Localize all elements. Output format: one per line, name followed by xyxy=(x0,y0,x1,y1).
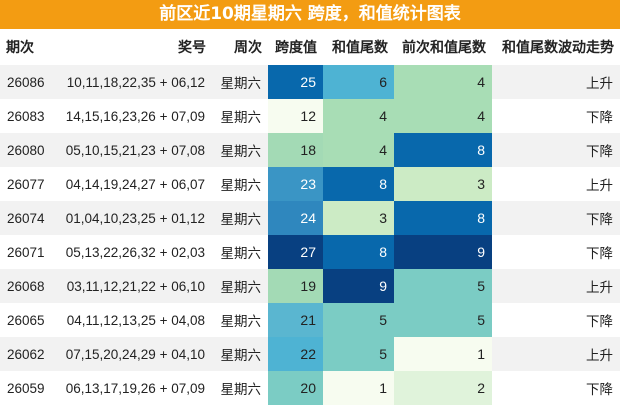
cell-span: 19 xyxy=(268,269,323,303)
cell-prev-sum-tail: 5 xyxy=(394,269,492,303)
cell-trend: 下降 xyxy=(492,235,620,269)
cell-numbers: 04,11,12,13,25 + 04,08 xyxy=(54,303,212,337)
cell-span: 20 xyxy=(268,371,323,405)
cell-sum-tail: 8 xyxy=(323,235,394,269)
cell-trend: 上升 xyxy=(492,269,620,303)
page-title: 前区近10期星期六 跨度，和值统计图表 xyxy=(0,0,620,29)
cell-trend: 上升 xyxy=(492,337,620,371)
cell-trend: 下降 xyxy=(492,303,620,337)
cell-trend: 下降 xyxy=(492,371,620,405)
cell-trend: 下降 xyxy=(492,201,620,235)
cell-numbers: 05,10,15,21,23 + 07,08 xyxy=(54,133,212,167)
cell-period: 26071 xyxy=(0,235,54,269)
header-period: 期次 xyxy=(6,40,34,56)
cell-weekday: 星期六 xyxy=(212,371,268,405)
cell-weekday: 星期六 xyxy=(212,65,268,99)
cell-trend: 上升 xyxy=(492,167,620,201)
cell-weekday: 星期六 xyxy=(212,133,268,167)
cell-prev-sum-tail: 3 xyxy=(394,167,492,201)
cell-weekday: 星期六 xyxy=(212,167,268,201)
cell-prev-sum-tail: 8 xyxy=(394,201,492,235)
cell-span: 21 xyxy=(268,303,323,337)
table-row: 26077 04,14,19,24,27 + 06,07 星期六 23 8 3 上升 xyxy=(0,167,620,201)
header-numbers: 奖号 xyxy=(178,40,206,56)
cell-period: 26065 xyxy=(0,303,54,337)
cell-span: 24 xyxy=(268,201,323,235)
cell-weekday: 星期六 xyxy=(212,99,268,133)
table-row: 26059 06,13,17,19,26 + 07,09 星期六 20 1 2 下降 xyxy=(0,371,620,405)
table-row: 26071 05,13,22,26,32 + 02,03 星期六 27 8 9 下降 xyxy=(0,235,620,269)
cell-period: 26068 xyxy=(0,269,54,303)
cell-trend: 下降 xyxy=(492,133,620,167)
table-row: 26083 14,15,16,23,26 + 07,09 星期六 12 4 4 下降 xyxy=(0,99,620,133)
table-row: 26062 07,15,20,24,29 + 04,10 星期六 22 5 1 上升 xyxy=(0,337,620,371)
cell-span: 27 xyxy=(268,235,323,269)
cell-sum-tail: 3 xyxy=(323,201,394,235)
cell-period: 26083 xyxy=(0,99,54,133)
cell-prev-sum-tail: 5 xyxy=(394,303,492,337)
cell-weekday: 星期六 xyxy=(212,201,268,235)
table-row: 26074 01,04,10,23,25 + 01,12 星期六 24 3 8 下降 xyxy=(0,201,620,235)
cell-numbers: 14,15,16,23,26 + 07,09 xyxy=(54,99,212,133)
cell-period: 26062 xyxy=(0,337,54,371)
header-trend: 和值尾数波动走势 xyxy=(502,40,614,56)
cell-period: 26077 xyxy=(0,167,54,201)
cell-numbers: 05,13,22,26,32 + 02,03 xyxy=(54,235,212,269)
cell-sum-tail: 1 xyxy=(323,371,394,405)
cell-numbers: 01,04,10,23,25 + 01,12 xyxy=(54,201,212,235)
cell-weekday: 星期六 xyxy=(212,337,268,371)
table-row: 26065 04,11,12,13,25 + 04,08 星期六 21 5 5 下降 xyxy=(0,303,620,337)
cell-span: 22 xyxy=(268,337,323,371)
cell-period: 26080 xyxy=(0,133,54,167)
header-span: 跨度值 xyxy=(275,40,317,56)
cell-span: 12 xyxy=(268,99,323,133)
cell-numbers: 07,15,20,24,29 + 04,10 xyxy=(54,337,212,371)
cell-weekday: 星期六 xyxy=(212,269,268,303)
table-header-row: 期次 奖号 周次 跨度值 和值尾数 前次和值尾数 和值尾数波动走势 xyxy=(0,29,620,65)
cell-sum-tail: 6 xyxy=(323,65,394,99)
cell-period: 26059 xyxy=(0,371,54,405)
table-body: 26086 10,11,18,22,35 + 06,12 星期六 25 6 4 上升 2608… xyxy=(0,65,620,405)
cell-prev-sum-tail: 2 xyxy=(394,371,492,405)
cell-prev-sum-tail: 4 xyxy=(394,65,492,99)
cell-span: 25 xyxy=(268,65,323,99)
cell-sum-tail: 5 xyxy=(323,337,394,371)
header-sum-tail: 和值尾数 xyxy=(332,40,388,56)
cell-period: 26074 xyxy=(0,201,54,235)
table-row: 26080 05,10,15,21,23 + 07,08 星期六 18 4 8 下降 xyxy=(0,133,620,167)
table-row: 26086 10,11,18,22,35 + 06,12 星期六 25 6 4 上升 xyxy=(0,65,620,99)
cell-period: 26086 xyxy=(0,65,54,99)
cell-prev-sum-tail: 4 xyxy=(394,99,492,133)
cell-prev-sum-tail: 9 xyxy=(394,235,492,269)
cell-prev-sum-tail: 8 xyxy=(394,133,492,167)
cell-sum-tail: 5 xyxy=(323,303,394,337)
cell-sum-tail: 9 xyxy=(323,269,394,303)
table-row: 26068 03,11,12,21,22 + 06,10 星期六 19 9 5 上升 xyxy=(0,269,620,303)
header-weekday: 周次 xyxy=(234,40,262,56)
cell-trend: 上升 xyxy=(492,65,620,99)
cell-numbers: 04,14,19,24,27 + 06,07 xyxy=(54,167,212,201)
cell-weekday: 星期六 xyxy=(212,235,268,269)
cell-numbers: 06,13,17,19,26 + 07,09 xyxy=(54,371,212,405)
stats-table: 期次 奖号 周次 跨度值 和值尾数 前次和值尾数 和值尾数波动走势 26086 1… xyxy=(0,29,620,405)
cell-sum-tail: 8 xyxy=(323,167,394,201)
cell-trend: 下降 xyxy=(492,99,620,133)
cell-numbers: 10,11,18,22,35 + 06,12 xyxy=(54,65,212,99)
cell-prev-sum-tail: 1 xyxy=(394,337,492,371)
cell-numbers: 03,11,12,21,22 + 06,10 xyxy=(54,269,212,303)
header-prev-sum-tail: 前次和值尾数 xyxy=(402,40,486,56)
cell-span: 18 xyxy=(268,133,323,167)
cell-weekday: 星期六 xyxy=(212,303,268,337)
cell-sum-tail: 4 xyxy=(323,99,394,133)
cell-sum-tail: 4 xyxy=(323,133,394,167)
cell-span: 23 xyxy=(268,167,323,201)
